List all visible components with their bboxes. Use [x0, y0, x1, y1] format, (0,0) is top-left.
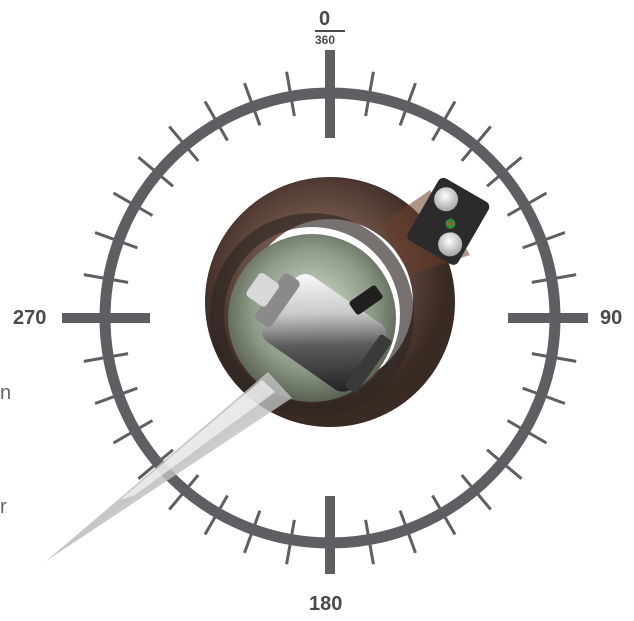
tick-mark-140 — [460, 474, 492, 511]
probe-nose — [246, 273, 279, 307]
tick-mark-50 — [486, 156, 523, 188]
cardinal-bar-90 — [508, 313, 588, 323]
fiber-core-center — [448, 221, 453, 226]
tick-mark-250 — [94, 386, 138, 405]
tick-mark-330 — [203, 100, 229, 142]
cardinal-bars — [62, 50, 588, 574]
tick-marks — [83, 71, 577, 565]
cable-assembly — [380, 177, 490, 275]
label-180: 180 — [309, 593, 343, 615]
label-0: 0 — [319, 8, 331, 30]
probe-connector — [349, 285, 383, 315]
tick-mark-350 — [285, 71, 296, 117]
label-270: 270 — [13, 307, 47, 329]
tick-mark-260 — [83, 352, 129, 363]
probe-needle-highlight — [120, 380, 275, 500]
edge-text-fragment-1: n — [0, 382, 12, 404]
cardinal-bar-0 — [325, 50, 335, 138]
tick-mark-150 — [431, 494, 457, 536]
tick-mark-290 — [94, 231, 138, 250]
tick-mark-210 — [203, 494, 229, 536]
probe-collar — [255, 273, 300, 327]
cardinal-bar-180 — [325, 496, 335, 574]
tick-mark-190 — [285, 519, 296, 565]
tick-mark-40 — [460, 125, 492, 162]
tick-mark-240 — [112, 419, 154, 445]
tick-mark-310 — [137, 156, 174, 188]
tick-mark-170 — [364, 519, 375, 565]
cardinal-bar-270 — [62, 313, 150, 323]
tick-mark-280 — [83, 273, 129, 284]
label-divider — [315, 30, 345, 32]
label-360: 360 — [315, 33, 336, 47]
tick-mark-340 — [243, 82, 262, 126]
tick-mark-80 — [531, 273, 577, 284]
probe-back-plate — [345, 334, 392, 393]
tick-mark-220 — [168, 474, 200, 511]
tick-mark-230 — [137, 448, 174, 480]
tick-mark-110 — [522, 386, 566, 405]
cable-strand-2 — [438, 232, 463, 257]
tick-mark-100 — [531, 352, 577, 363]
probe-body — [261, 274, 387, 392]
tick-mark-320 — [168, 125, 200, 162]
tick-mark-160 — [398, 510, 417, 554]
tick-mark-20 — [398, 82, 417, 126]
tick-mark-300 — [112, 191, 154, 217]
tick-mark-10 — [364, 71, 375, 117]
tick-mark-120 — [506, 419, 548, 445]
tick-mark-30 — [431, 100, 457, 142]
tick-mark-200 — [243, 510, 262, 554]
edge-text-fragment-2: r — [0, 496, 7, 518]
tick-mark-130 — [486, 448, 523, 480]
label-90: 90 — [600, 307, 623, 329]
probe-head — [246, 273, 392, 393]
cable-strand-1 — [434, 187, 459, 212]
tick-mark-70 — [522, 231, 566, 250]
tube-inner-shadow — [210, 213, 414, 417]
tick-mark-60 — [506, 191, 548, 217]
